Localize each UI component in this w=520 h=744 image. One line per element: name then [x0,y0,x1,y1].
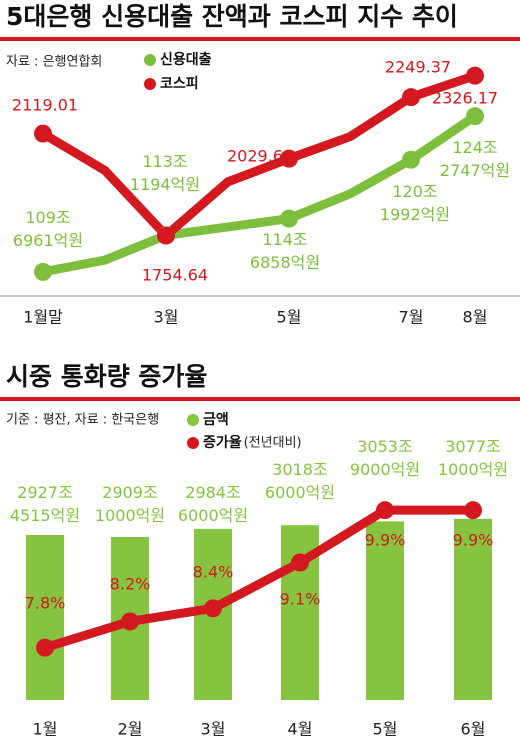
point [121,612,139,631]
point [402,150,420,169]
x-tick-label: 2월 [118,720,143,739]
value-label: 2029.6 [227,147,283,166]
point [466,66,484,85]
value-label: 1754.64 [142,266,208,285]
value-label: 8.2% [110,575,151,594]
point [36,638,54,657]
legend-label: 금액 [203,411,229,428]
source: 자료 : 은행연합회 [6,54,102,70]
point [402,88,420,107]
x-tick-label: 3월 [154,308,179,327]
point [280,209,298,228]
value-label: 124조 2747억원 [440,138,510,180]
point [280,149,298,168]
value-label: 2326.17 [432,89,498,108]
value-label: 9.1% [280,590,321,609]
value-label: 113조 1194억원 [130,152,200,194]
x-tick-label: 6월 [461,720,486,739]
value-label: 3077조 1000억원 [438,437,508,479]
point [376,501,394,520]
legend-marker [144,78,156,90]
value-label: 3018조 6000억원 [265,460,335,502]
line [40,71,477,241]
value-label: 109조 6961억원 [13,208,83,250]
x-tick-label: 1월 [33,720,58,739]
value-label: 114조 6858억원 [250,230,320,272]
x-tick-label: 5월 [277,308,302,327]
legend-marker [187,414,199,426]
title-rule [0,397,520,401]
value-label: 8.4% [193,563,234,582]
value-label: 7.8% [25,594,66,613]
x-tick-label: 3월 [201,720,226,739]
legend-label: 증가율 [203,434,242,451]
value-label: 9.9% [453,531,494,550]
point [291,553,309,572]
value-label: 9.9% [365,531,406,550]
chart-title: 5대은행 신용대출 잔액과 코스피 지수 추이 [6,2,458,31]
point [464,501,482,520]
bar [26,535,64,700]
value-label: 2909조 1000억원 [95,483,165,525]
legend-label: 코스피 [160,76,199,92]
value-label: 120조 1992억원 [380,182,450,224]
line [42,112,478,277]
chart-title: 시중 통화량 증가율 [6,362,207,391]
legend-marker [187,437,199,449]
point [204,599,222,618]
point [466,107,484,126]
value-label: 2927조 4515억원 [10,483,80,525]
x-tick-label: 5월 [373,720,398,739]
x-tick-label: 1월말 [23,308,63,327]
legend-marker [144,54,156,66]
x-tick-label: 7월 [399,308,424,327]
bar [454,518,492,700]
point [34,124,52,143]
value-label: 2119.01 [12,96,78,115]
legend-label: 신용대출 [160,51,212,68]
title-rule [0,37,520,41]
bar [366,521,404,700]
x-tick-label: 4월 [288,720,313,739]
point [34,262,52,281]
value-label: 2984조 6000억원 [178,483,248,525]
value-label: 2249.37 [385,58,451,77]
source: 기준 : 평잔, 자료 : 한국은행 [6,412,159,428]
point [157,226,175,245]
x-tick-label: 8월 [463,308,488,327]
legend-note: (전년대비) [244,436,302,451]
line [43,505,473,652]
value-label: 3053조 9000억원 [350,437,420,479]
